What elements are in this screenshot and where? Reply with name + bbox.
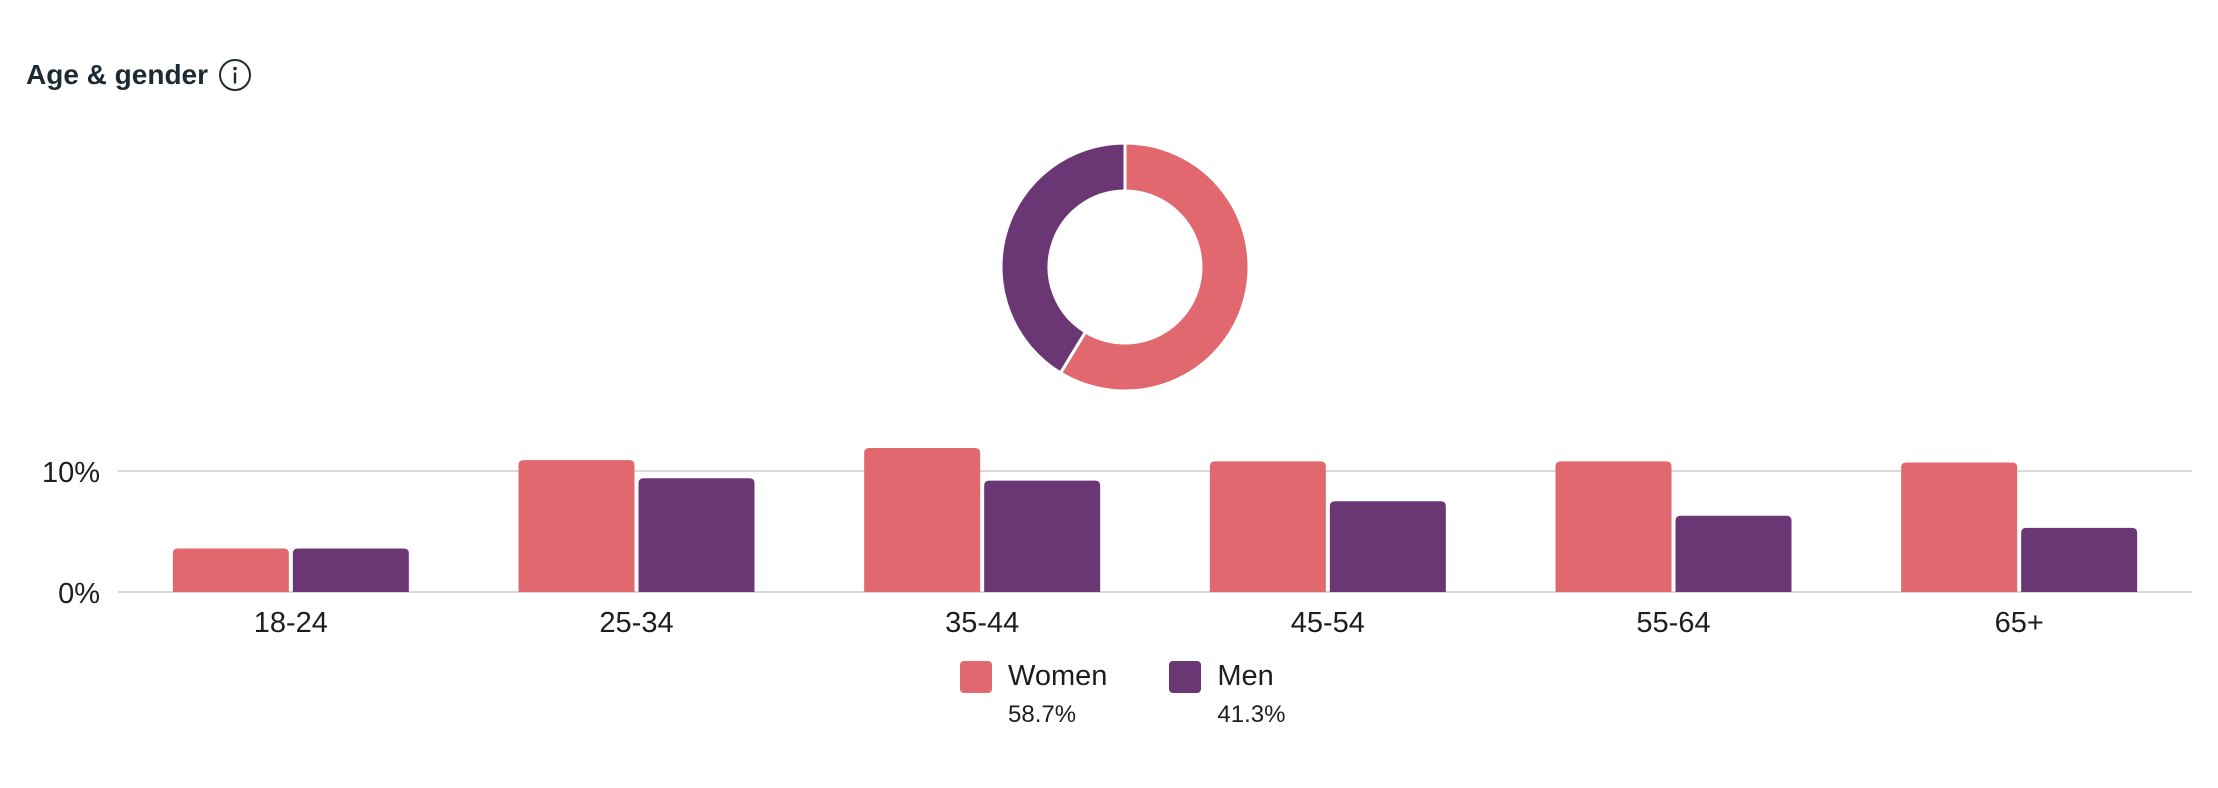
bar-men-55-64[interactable] [1675,515,1792,592]
bar-men-25-34[interactable] [638,478,755,592]
bar-women-18-24[interactable] [172,548,289,592]
legend-item-women[interactable]: Women 58.7% [960,660,1107,729]
bar-women-35-44[interactable] [864,448,981,592]
donut-slice-women[interactable] [1058,141,1251,393]
x-category-label: 45-54 [1291,607,1365,639]
legend-swatch-women [960,660,992,693]
bar-women-55-64[interactable] [1555,461,1672,592]
legend-label-men: Men [1217,660,1274,692]
legend-label-women: Women [1008,660,1108,692]
x-category-label: 18-24 [254,607,328,639]
age-bars [172,448,2138,592]
legend-item-men[interactable]: Men 41.3% [1169,660,1285,729]
chart-title: Age & gender [26,59,209,90]
bar-men-65+[interactable] [2021,527,2138,592]
x-category-label: 65+ [1995,607,2044,639]
bar-men-45-54[interactable] [1329,501,1446,592]
x-axis-categories: 18-24 25-34 35-44 45-54 55-64 65+ [254,607,2044,639]
bar-women-65+[interactable] [1901,462,2018,592]
x-category-label: 35-44 [945,607,1019,639]
x-category-label: 25-34 [599,607,673,639]
gender-donut [999,141,1251,393]
legend-percent-men: 41.3% [1217,701,1286,728]
bar-women-45-54[interactable] [1209,461,1326,592]
bar-gridlines [118,470,2192,593]
x-category-label: 55-64 [1636,607,1710,639]
bar-women-25-34[interactable] [518,460,635,592]
bar-men-35-44[interactable] [984,480,1101,592]
y-axis-ticks: 0% 10% [42,457,100,610]
chart-header: Age & gender [26,58,252,92]
legend-swatch-men [1169,660,1202,693]
info-icon[interactable] [218,58,252,92]
bar-men-18-24[interactable] [292,548,409,592]
legend-percent-women: 58.7% [1008,701,1077,728]
donut-slice-men[interactable] [999,141,1127,375]
y-tick-label: 10% [42,457,100,489]
y-tick-label: 0% [58,578,100,610]
chart-legend: Women 58.7% Men 41.3% [960,660,1285,729]
